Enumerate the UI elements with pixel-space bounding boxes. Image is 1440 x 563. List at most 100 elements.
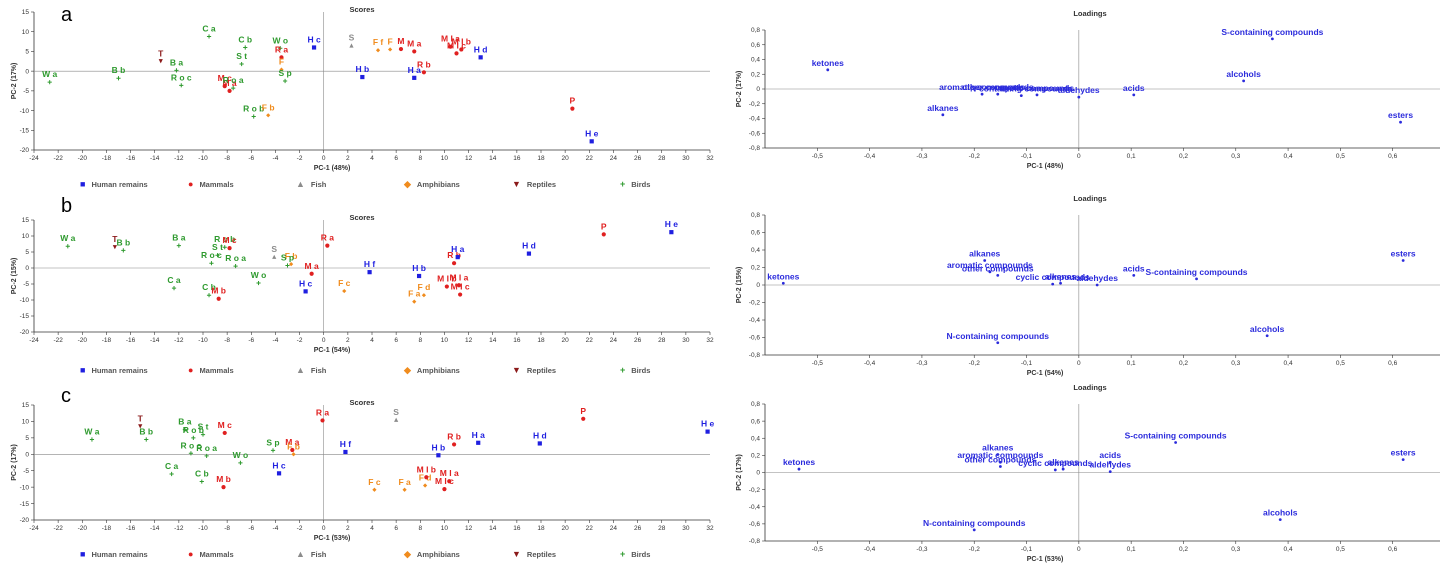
data-point: aldehydes: [1058, 85, 1100, 99]
point-marker: [1195, 277, 1198, 281]
x-tick-label: -6: [248, 337, 254, 344]
data-point: M a: [305, 261, 319, 276]
y-tick-label: -0,8: [749, 145, 761, 152]
data-point: C b: [195, 469, 209, 484]
point-label: W a: [84, 427, 99, 437]
data-point: H c: [307, 34, 321, 50]
point-label: F f: [373, 37, 384, 47]
x-tick-label: 14: [489, 155, 497, 162]
data-point: H b: [412, 263, 426, 279]
x-tick-label: -0,3: [916, 546, 928, 553]
y-tick-label: 0,2: [751, 265, 760, 272]
data-point: F: [279, 57, 284, 72]
x-tick-label: -0,3: [916, 360, 928, 367]
y-tick-label: -15: [20, 313, 30, 320]
point-label: S p: [278, 68, 291, 78]
data-point: ketones: [783, 457, 815, 471]
point-marker: [309, 271, 314, 276]
x-tick-label: 16: [513, 525, 521, 532]
point-marker: [983, 259, 987, 262]
point-label: F: [279, 57, 284, 67]
data-point: S-containing compounds: [1146, 267, 1248, 281]
x-tick-label: 24: [610, 525, 618, 532]
legend-item-human-remains: ■ Human remains: [80, 179, 148, 190]
x-tick-label: -16: [126, 155, 136, 162]
point-label: C a: [165, 461, 179, 471]
data-point: S: [271, 244, 277, 259]
point-label: M I c: [435, 476, 454, 486]
data-point: F: [388, 36, 393, 52]
data-point: R o b: [183, 425, 204, 440]
data-point: S-containing compounds: [1221, 27, 1324, 41]
data-point: F c: [368, 477, 381, 492]
point-marker: [270, 448, 276, 453]
data-point: F b: [262, 102, 275, 118]
point-marker: [290, 447, 295, 453]
point-marker: [478, 55, 483, 60]
legend-item-reptiles: ▼ Reptiles: [512, 179, 557, 190]
point-label: R o b: [214, 234, 235, 244]
data-point: R a: [316, 407, 329, 423]
legend-item-birds: + Birds: [620, 179, 651, 190]
data-point: S-containing compounds: [1125, 431, 1227, 444]
point-marker: [451, 261, 457, 266]
point-label: M b: [216, 474, 231, 484]
x-tick-label: 18: [537, 337, 545, 344]
point-marker: [1019, 94, 1023, 98]
point-marker: [227, 246, 232, 251]
point-label: F b: [262, 102, 275, 112]
x-tick-label: 8: [418, 525, 422, 532]
point-label: esters: [1388, 110, 1413, 120]
data-point: R o c: [171, 72, 192, 88]
x-tick-label: 0,2: [1179, 546, 1188, 553]
x-tick-label: -12: [174, 337, 184, 344]
legend-item-human-remains: ■ Human remains: [80, 549, 148, 560]
point-marker: [176, 243, 181, 248]
point-label: alkenes: [1045, 271, 1076, 281]
data-point: aromatic compounds: [939, 82, 1025, 96]
point-label: S: [271, 244, 277, 254]
x-tick-label: -14: [150, 525, 160, 532]
y-tick-label: 0,2: [751, 453, 760, 460]
point-marker: [398, 46, 404, 52]
point-label: C b: [238, 34, 252, 44]
x-tick-label: 0,6: [1388, 360, 1397, 367]
x-tick-label: 22: [586, 155, 594, 162]
point-label: M c: [218, 73, 232, 83]
y-tick-label: -10: [20, 108, 30, 115]
y-tick-label: -0,6: [749, 130, 761, 137]
point-label: N-containing compounds: [970, 84, 1073, 94]
x-tick-label: -4: [273, 525, 279, 532]
data-point: alcohols: [1250, 324, 1285, 338]
legend-item-reptiles: ▼ Reptiles: [512, 365, 557, 376]
point-label: P: [601, 221, 607, 231]
y-tick-label: 5: [25, 435, 29, 442]
point-marker: [826, 68, 830, 72]
x-tick-label: 8: [418, 155, 422, 162]
point-marker: [1242, 79, 1246, 83]
point-marker: [454, 51, 459, 56]
y-tick-label: -0,4: [749, 317, 761, 324]
point-label: alkanes: [982, 443, 1013, 453]
point-label: aldehydes: [1076, 273, 1118, 283]
x-tick-label: -18: [102, 155, 112, 162]
data-point: F f: [373, 37, 384, 53]
point-marker: [941, 113, 945, 117]
point-marker: [1108, 460, 1112, 464]
point-marker: [291, 452, 296, 457]
data-point: B b: [112, 65, 125, 81]
point-marker: [367, 270, 372, 275]
data-point: W o: [233, 450, 248, 465]
x-tick-label: -0,1: [1021, 546, 1033, 553]
point-marker: [303, 289, 308, 294]
point-marker: [231, 85, 236, 91]
data-point: M I b: [417, 464, 436, 480]
point-marker: [1399, 120, 1402, 124]
data-point: H d: [522, 241, 536, 256]
x-tick-label: 0,6: [1388, 546, 1397, 553]
chart-title: Scores: [349, 5, 374, 14]
point-label: R a: [275, 44, 289, 54]
point-label: H c: [272, 460, 286, 470]
x-tick-label: 6: [394, 525, 398, 532]
point-marker: [455, 255, 460, 260]
